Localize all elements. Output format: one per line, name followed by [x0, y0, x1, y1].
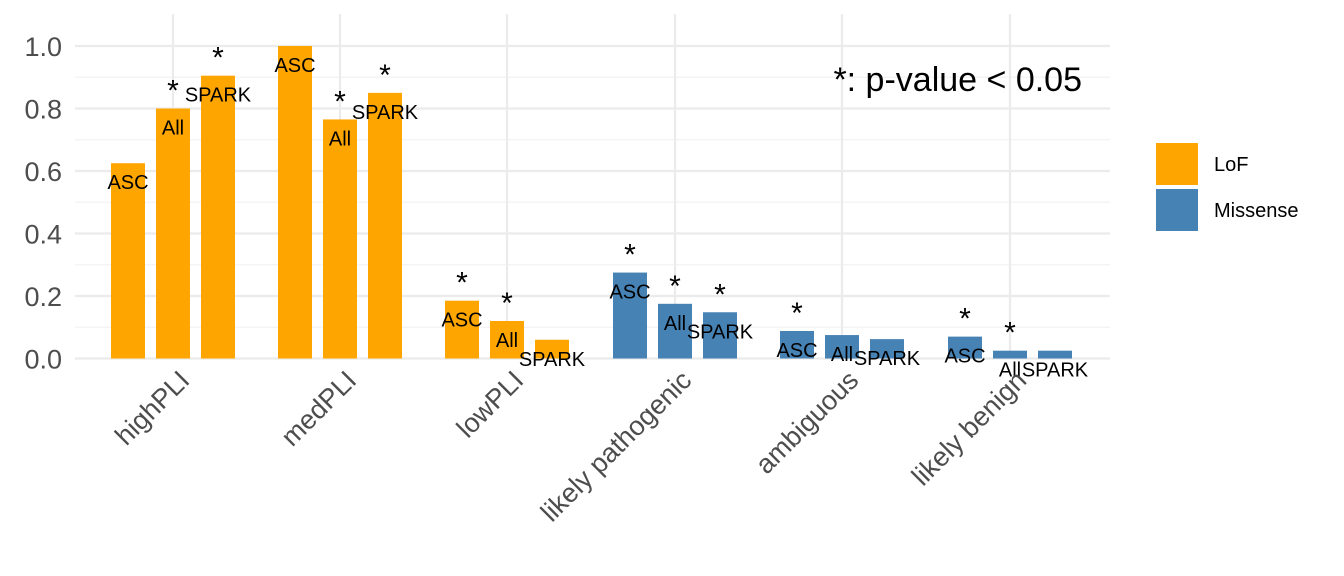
legend-label: LoF — [1214, 154, 1248, 176]
significance-star: * — [334, 85, 346, 118]
bar-label: All — [831, 344, 853, 366]
bar-label: ASC — [609, 282, 650, 304]
bar — [368, 92, 402, 359]
bar — [445, 300, 479, 359]
legend-label: Missense — [1214, 200, 1298, 222]
bar-label: All — [162, 118, 184, 140]
x-axis: highPLI medPLI lowPLI likely pathogenic ambi… — [109, 365, 1032, 527]
bar — [870, 339, 904, 359]
x-tick-label: ambiguous — [750, 365, 865, 480]
significance-star: * — [1004, 317, 1016, 350]
legend-swatch — [1156, 189, 1198, 231]
bar — [278, 46, 312, 359]
legend: LoF Missense — [1156, 143, 1298, 231]
significance-star: * — [791, 297, 803, 330]
bar — [1038, 350, 1072, 359]
bar — [613, 272, 647, 359]
bar-label: All — [496, 330, 518, 352]
bar-label: ASC — [776, 340, 817, 362]
legend-swatch — [1156, 143, 1198, 185]
bar-label: SPARK — [185, 85, 252, 107]
bar-label: All — [999, 360, 1021, 382]
bar-label: SPARK — [1022, 360, 1089, 382]
bar — [993, 350, 1027, 359]
bar — [490, 321, 524, 359]
y-tick-label: 0.6 — [24, 157, 62, 187]
bar-label: All — [664, 313, 686, 335]
bar — [201, 75, 235, 359]
significance-star: * — [167, 75, 179, 108]
significance-annotation: *: p-value < 0.05 — [833, 61, 1082, 99]
y-axis: 0.0 0.2 0.4 0.6 0.8 1.0 — [24, 32, 62, 375]
bar — [535, 339, 569, 359]
bar — [111, 163, 145, 359]
bar — [323, 119, 357, 359]
bar — [948, 336, 982, 359]
x-tick-label: likely pathogenic — [535, 365, 697, 527]
significance-star: * — [212, 42, 224, 75]
significance-star: * — [669, 270, 681, 303]
significance-star: * — [501, 287, 513, 320]
bar-label: SPARK — [352, 102, 419, 124]
bar-label: ASC — [441, 310, 482, 332]
significance-star: * — [959, 303, 971, 336]
y-tick-label: 0.0 — [24, 345, 62, 375]
y-tick-label: 0.2 — [24, 282, 62, 312]
bar-label: ASC — [274, 55, 315, 77]
significance-star: * — [456, 267, 468, 300]
significance-star: * — [714, 278, 726, 311]
bar-label: SPARK — [687, 321, 754, 343]
bar-label: SPARK — [854, 348, 921, 370]
x-tick-label: highPLI — [109, 365, 195, 451]
bar-label: ASC — [107, 172, 148, 194]
y-tick-label: 1.0 — [24, 32, 62, 62]
bar — [703, 312, 737, 359]
bar — [156, 108, 190, 359]
bar-label: All — [329, 128, 351, 150]
y-tick-label: 0.8 — [24, 95, 62, 125]
significance-star: * — [624, 239, 636, 272]
significance-star: * — [379, 59, 391, 92]
y-tick-label: 0.4 — [24, 220, 62, 250]
bar — [780, 331, 814, 359]
x-tick-label: likely benign — [906, 365, 1032, 491]
bar — [825, 335, 859, 359]
bar-label: SPARK — [519, 349, 586, 371]
x-tick-label: medPLI — [275, 365, 362, 452]
bar-label: ASC — [944, 346, 985, 368]
x-tick-label: lowPLI — [451, 365, 530, 444]
bar — [658, 303, 692, 359]
